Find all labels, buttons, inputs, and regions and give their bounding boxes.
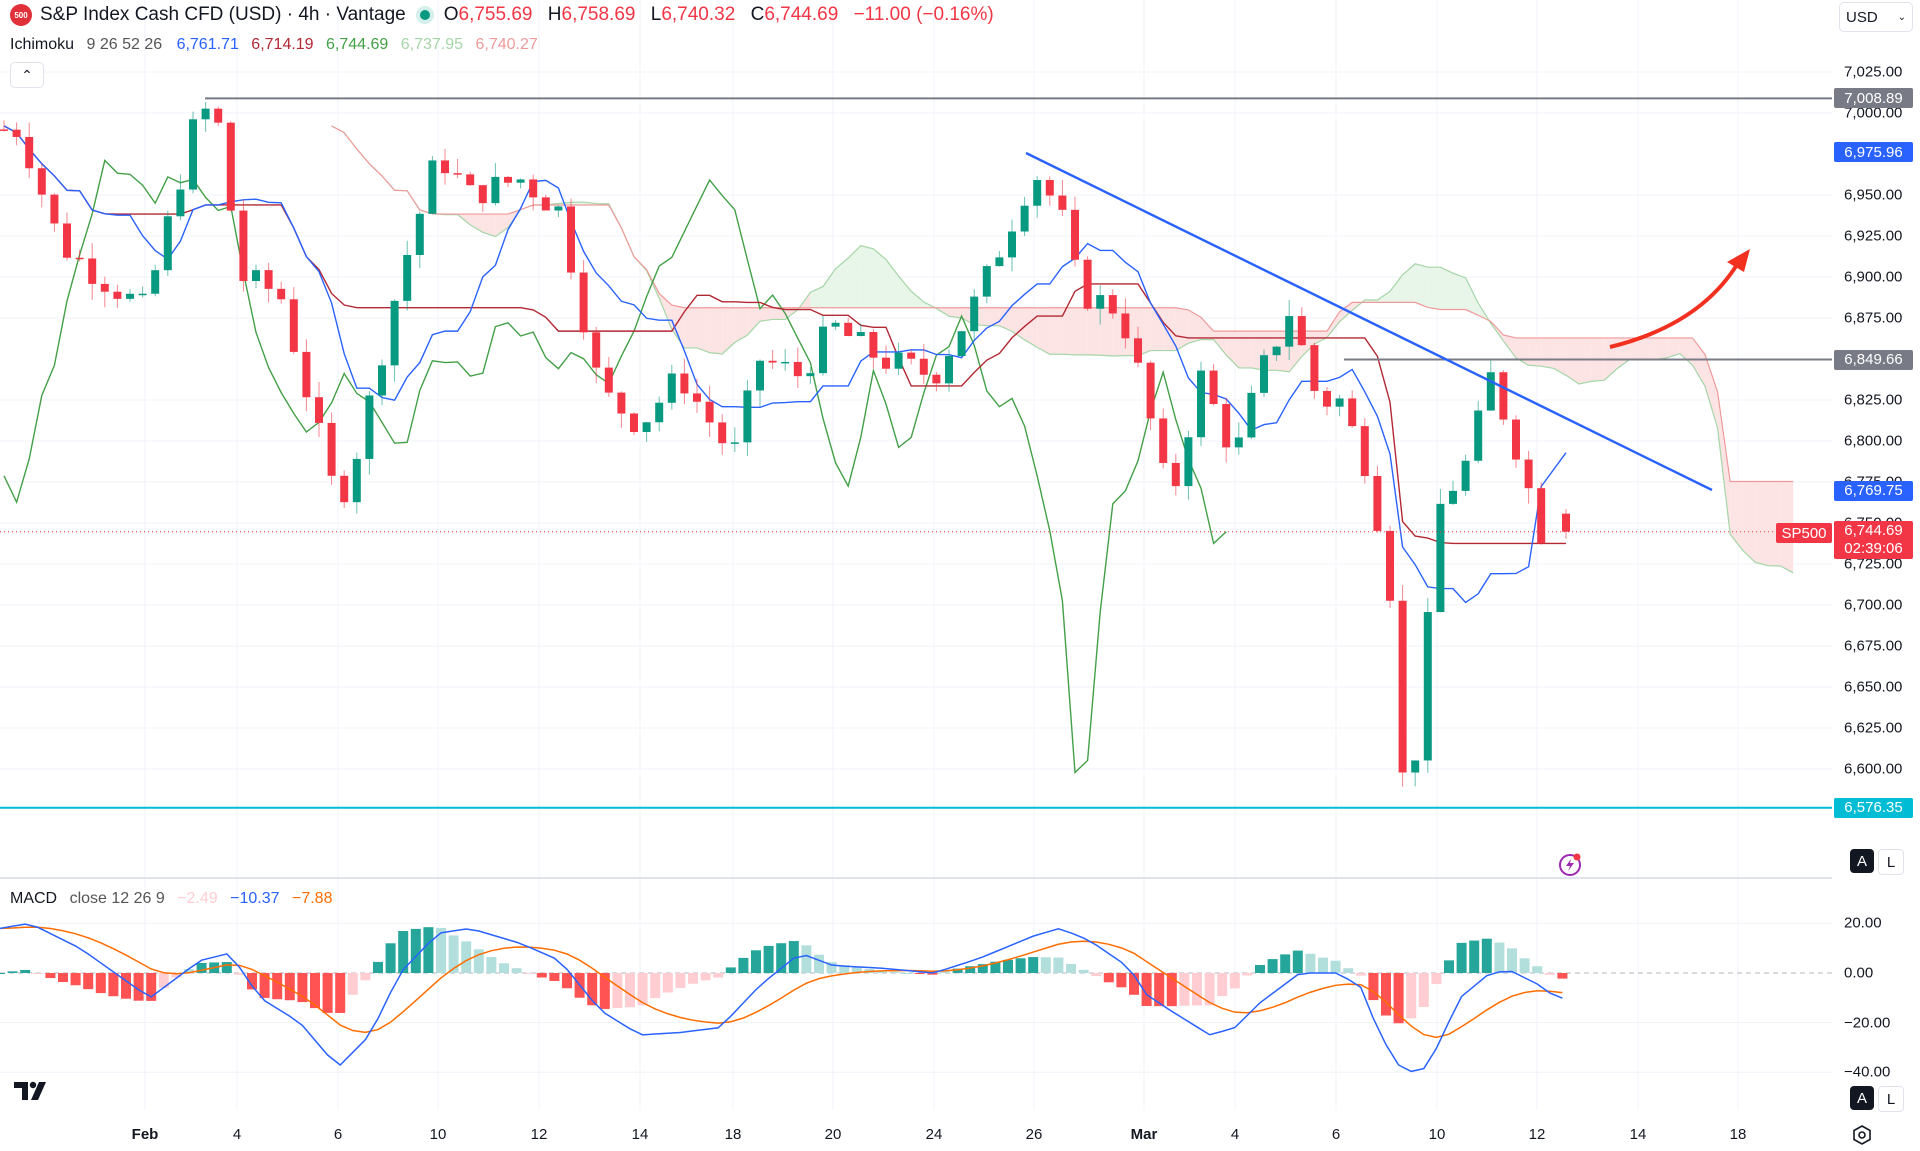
price-axis-label: 6,600.00: [1844, 760, 1903, 778]
symbol-legend: 500 S&P Index Cash CFD (USD) · 4h · Vant…: [10, 4, 1004, 26]
price-axis-label: 6,875.00: [1844, 309, 1903, 327]
time-axis-label: 18: [1729, 1126, 1747, 1143]
auto-scale-button[interactable]: A: [1850, 849, 1874, 873]
time-axis-label: 10: [429, 1126, 447, 1143]
flash-alert-icon[interactable]: [1557, 851, 1583, 877]
time-axis-label: 12: [1528, 1126, 1546, 1143]
price-level-tag: 6,769.75: [1834, 480, 1913, 501]
price-axis-label: 6,625.00: [1844, 719, 1903, 737]
macd-legend[interactable]: MACD close 12 26 9 −2.49 −10.37 −7.88: [10, 890, 333, 907]
price-level-tag: 6,576.35: [1834, 797, 1913, 818]
senkou-span-b: [331, 125, 1794, 483]
senkou-span-a: [331, 125, 1794, 574]
time-axis-label: 4: [1230, 1126, 1240, 1143]
time-axis-label: 6: [333, 1126, 343, 1143]
time-axis-label: 12: [530, 1126, 548, 1143]
price-axis-label: 7,000.00: [1844, 104, 1903, 122]
log-scale-button[interactable]: L: [1878, 849, 1904, 875]
price-axis-label: 6,900.00: [1844, 268, 1903, 286]
tradingview-logo-icon: [14, 1081, 46, 1100]
tenkan-sen: [3, 125, 1567, 604]
descending-trendline[interactable]: [1025, 151, 1713, 492]
price-axis-label: 6,650.00: [1844, 678, 1903, 696]
time-axis-label: 20: [824, 1126, 842, 1143]
price-change: −11.00 (−0.16%): [853, 4, 994, 25]
arrow-head-icon: [1727, 249, 1750, 272]
time-axis-label: 24: [925, 1126, 943, 1143]
kijun-sen: [3, 125, 1566, 545]
price-level-tag: 6,975.96: [1834, 142, 1913, 163]
symbol-title[interactable]: S&P Index Cash CFD (USD) · 4h · Vantage: [40, 4, 406, 25]
time-axis-label: 10: [1428, 1126, 1446, 1143]
price-level-tag: 6,849.66: [1834, 349, 1913, 370]
projection-arrow[interactable]: [1609, 261, 1740, 349]
market-status-dot: [419, 10, 430, 20]
price-axis-label: 6,800.00: [1844, 432, 1903, 450]
symbol-logo: 500: [10, 4, 32, 26]
chikou-span: [3, 159, 1227, 775]
candles: [0, 102, 1570, 787]
price-axis-label: 6,675.00: [1844, 637, 1903, 655]
price-level-tag: 7,008.89: [1834, 88, 1913, 109]
time-axis-label: 18: [724, 1126, 742, 1143]
macd-histogram: [0, 927, 1568, 1024]
price-axis-label: 6,825.00: [1844, 391, 1903, 409]
macd-log-scale-button[interactable]: L: [1878, 1086, 1904, 1112]
time-axis-label: 14: [631, 1126, 649, 1143]
ichimoku-legend[interactable]: Ichimoku 9 26 52 26 6,761.71 6,714.19 6,…: [10, 36, 538, 53]
macd-axis-label: 20.00: [1844, 914, 1882, 932]
macd-axis-label: −40.00: [1844, 1063, 1891, 1081]
macd-auto-scale-button[interactable]: A: [1850, 1086, 1874, 1110]
price-axis-label: 7,025.00: [1844, 63, 1903, 81]
price-axis-label: 6,925.00: [1844, 227, 1903, 245]
grid: [0, 0, 1832, 1110]
currency-select[interactable]: USD ⌄: [1839, 2, 1913, 32]
time-axis-label: 26: [1025, 1126, 1043, 1143]
collapse-legend-button[interactable]: ⌃: [10, 62, 44, 88]
price-axis-label: 6,725.00: [1844, 555, 1903, 573]
time-axis-label: Feb: [131, 1126, 159, 1143]
time-axis-label: 6: [1331, 1126, 1341, 1143]
time-axis-label: 4: [232, 1126, 242, 1143]
macd-signal-line: [0, 926, 1563, 1039]
price-axis-label: 6,950.00: [1844, 186, 1903, 204]
chevron-up-icon: ⌃: [21, 66, 33, 83]
settings-gear-icon[interactable]: [1851, 1124, 1873, 1146]
ohlc-values: O6,755.69 H6,758.69 L6,740.32 C6,744.69 …: [443, 4, 994, 25]
macd-axis-label: 0.00: [1844, 964, 1874, 982]
time-axis-label: 14: [1629, 1126, 1647, 1143]
macd-line: [0, 923, 1563, 1073]
price-axis-label: 6,700.00: [1844, 596, 1903, 614]
symbol-price-tag: SP500: [1776, 523, 1832, 543]
current-price-tag: 6,744.69 02:39:06: [1834, 521, 1913, 559]
chevron-down-icon: ⌄: [1897, 11, 1906, 23]
time-axis-label: Mar: [1130, 1126, 1158, 1143]
macd-axis-label: −20.00: [1844, 1014, 1891, 1032]
